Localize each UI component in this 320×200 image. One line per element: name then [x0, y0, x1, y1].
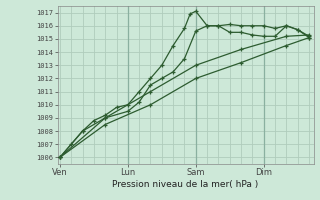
- X-axis label: Pression niveau de la mer( hPa ): Pression niveau de la mer( hPa ): [112, 180, 259, 189]
